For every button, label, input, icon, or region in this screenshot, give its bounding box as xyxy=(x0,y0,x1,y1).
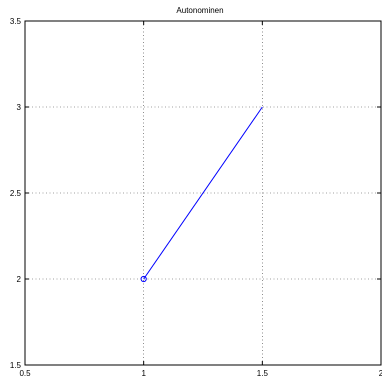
grid xyxy=(25,21,381,365)
start-point-marker xyxy=(140,275,147,283)
y-tick-label: 2.5 xyxy=(10,189,22,198)
series-layer xyxy=(140,106,263,283)
y-tick-label: 3 xyxy=(17,103,22,112)
y-tick-label: 2 xyxy=(17,275,22,284)
y-tick-label: 3.5 xyxy=(10,17,22,26)
x-tick-label: 0.5 xyxy=(19,369,31,378)
y-tick-label: 1.5 xyxy=(10,361,22,370)
chart-title: Autonominen xyxy=(176,6,223,15)
series-line xyxy=(143,106,263,280)
ticks: 0.5 1 1.5 2 1.5 2 2.5 3 3.5 xyxy=(10,17,382,378)
x-tick-label: 1.5 xyxy=(257,369,269,378)
x-tick-label: 2 xyxy=(379,369,382,378)
x-tick-label: 1 xyxy=(141,369,146,378)
